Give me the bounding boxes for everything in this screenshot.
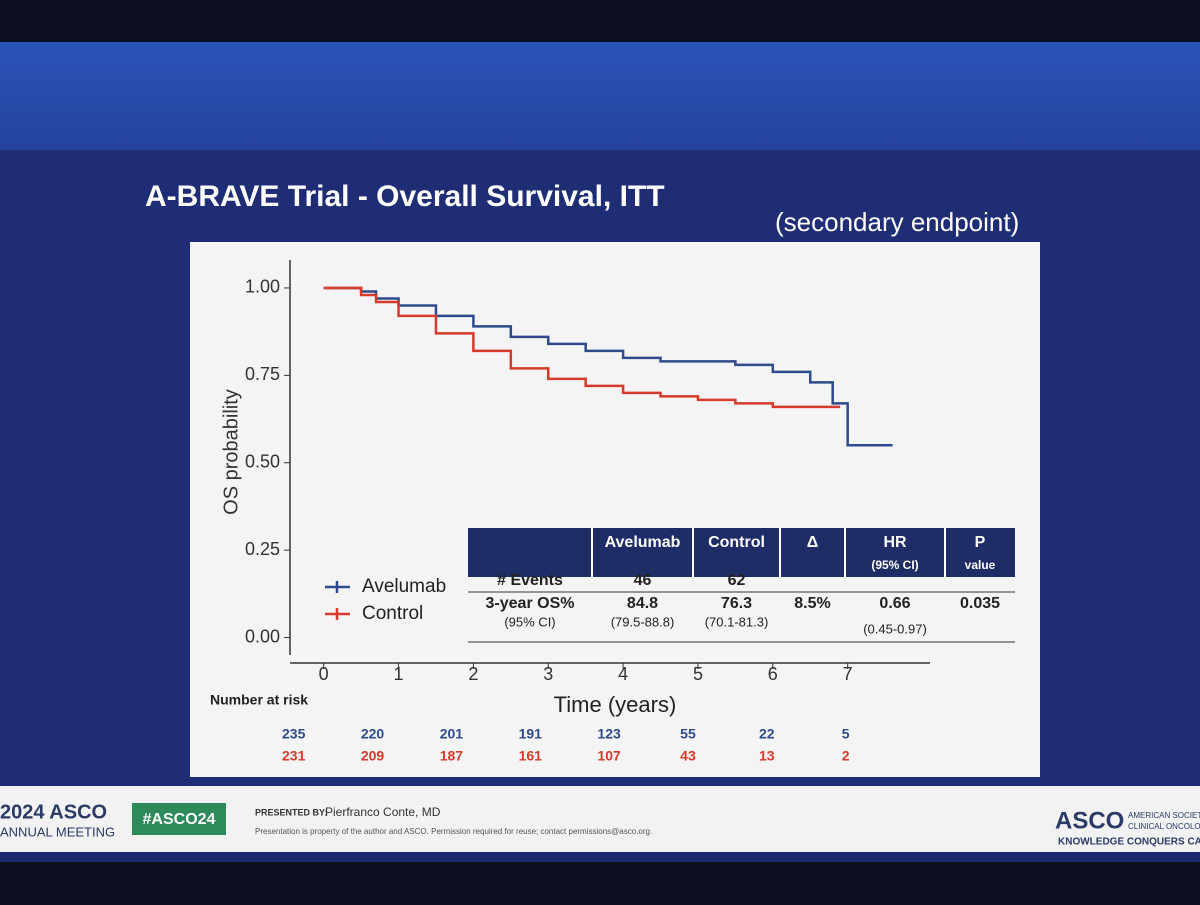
at-risk-value: 191 [519,726,543,742]
y-tick-label: 0.00 [245,626,280,646]
org-full: CLINICAL ONCOLOGY [1128,822,1200,831]
table-cell: 8.5% [794,595,830,612]
at-risk-value: 220 [361,726,385,742]
y-tick-label: 0.75 [245,364,280,384]
y-axis-title: OS probability [220,389,242,515]
at-risk-value: 22 [759,726,775,742]
table-cell: 3-year OS% [486,595,575,612]
chart-panel [190,242,1040,777]
table-header-cell: Avelumab [605,534,681,551]
table-cell: (79.5-88.8) [611,614,675,629]
x-tick-label: 5 [693,664,703,684]
table-header-cell: Control [708,534,765,551]
at-risk-value: 231 [282,748,306,764]
notice: Presentation is property of the author a… [255,827,652,836]
tagline: KNOWLEDGE CONQUERS CANCER [1058,837,1200,848]
table-cell: (70.1-81.3) [705,614,769,629]
table-cell: 0.66 [879,595,910,612]
x-tick-label: 0 [319,664,329,684]
x-tick-label: 2 [468,664,478,684]
at-risk-value: 161 [519,748,543,764]
slide-title: A-BRAVE Trial - Overall Survival, ITT [145,180,665,213]
table-header-cell: P [975,534,986,551]
at-risk-value: 13 [759,748,775,764]
y-tick-label: 1.00 [245,277,280,297]
at-risk-value: 187 [440,748,464,764]
x-tick-label: 3 [543,664,553,684]
meeting: ANNUAL MEETING [0,824,115,839]
at-risk-value: 235 [282,726,306,742]
table-cell: (0.45-0.97) [863,621,927,636]
table-header-cell: Δ [807,534,819,551]
at-risk-title: Number at risk [210,692,308,708]
meeting: 2024 ASCO [0,801,107,823]
x-tick-label: 4 [618,664,628,684]
table-cell: 0.035 [960,595,1000,612]
x-tick-label: 7 [843,664,853,684]
table-header-cell: value [965,558,996,572]
hashtag-box [132,803,226,835]
at-risk-value: 107 [597,748,621,764]
at-risk-value: 201 [440,726,464,742]
table-header [468,528,1015,577]
survival-curve [323,286,893,447]
table-cell: 62 [728,572,746,589]
presented-by: PRESENTED BY: [255,807,327,817]
table-cell: # Events [497,572,563,589]
hashtag: #ASCO24 [143,811,216,828]
presenter: Pierfranco Conte, MD [325,805,441,819]
table-cell: (95% CI) [504,614,555,629]
at-risk-value: 2 [842,748,850,764]
table-cell: 76.3 [721,595,752,612]
table-cell: 46 [634,572,652,589]
x-axis-title: Time (years) [554,692,677,717]
table-header-cell: (95% CI) [871,558,918,572]
slide-subtitle: (secondary endpoint) [775,207,1019,237]
at-risk-value: 43 [680,748,696,764]
table-header-cell: HR [883,534,907,551]
table-cell: 84.8 [627,595,658,612]
x-tick-label: 6 [768,664,778,684]
org-logo: ASCO [1055,807,1124,834]
legend-label: Avelumab [362,576,446,597]
y-tick-label: 0.50 [245,451,280,471]
x-tick-label: 1 [394,664,404,684]
org-full: AMERICAN SOCIETY OF [1128,811,1200,820]
legend-label: Control [362,603,423,624]
at-risk-value: 123 [597,726,621,742]
y-tick-label: 0.25 [245,539,280,559]
at-risk-value: 209 [361,748,385,764]
at-risk-value: 5 [842,726,850,742]
survival-curve [323,286,841,409]
at-risk-value: 55 [680,726,696,742]
